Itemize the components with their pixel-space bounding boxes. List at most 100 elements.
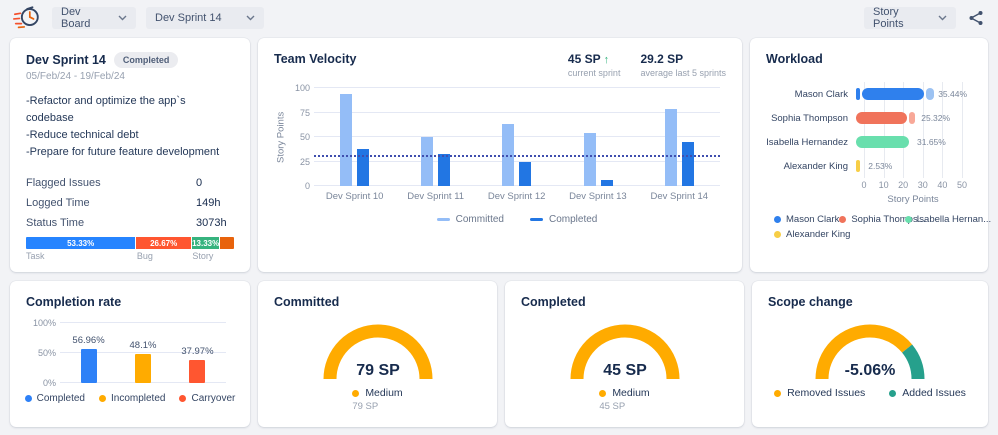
gauge-legend-item[interactable]: Removed Issues [774,387,865,399]
sprint-stat-row: Logged Time 149h [26,197,234,209]
gauge-legend-item[interactable]: Added Issues [889,387,966,399]
sprint-stat-value: 3073h [196,217,227,229]
completion-legend-item[interactable]: Completed [24,393,85,404]
velocity-plot: 0 25 50 75 100 [295,83,720,191]
workload-x-tick: 20 [898,180,909,190]
velocity-x-tick: Dev Sprint 12 [487,191,546,202]
workload-x-axis-label: Story Points [887,194,939,205]
velocity-x-tick: Dev Sprint 13 [569,191,627,202]
gauge-legend-row: Medium 45 SP [599,387,650,412]
completion-y-tick: 100% [32,318,56,328]
velocity-legend-item[interactable]: Completed [530,214,597,225]
gauge-segment [815,324,925,380]
gauge-legend-label: Medium [612,387,650,399]
velocity-x-tick: Dev Sprint 14 [650,191,709,202]
workload-gridline [942,82,944,178]
workload-legend-item[interactable]: Isabella Hernan... [904,214,991,225]
velocity-bar-completed [519,161,532,186]
scope-change-legend: Removed Issues Added Issues [768,387,972,399]
completion-bar [189,360,206,383]
sprint-stat-row: Flagged Issues 0 [26,177,234,189]
workload-x-tick: 10 [878,180,889,190]
velocity-bar-committed [421,137,434,186]
gauge-legend-main: Medium [352,387,403,399]
velocity-x-axis-labels: Dev Sprint 10 Dev Sprint 11 Dev Sprint 12 D… [314,191,720,202]
completion-bar-column: 48.1% [130,307,156,383]
issue-type-segment: 26.67% [136,237,192,249]
gauge-center-value: 79 SP [356,362,400,379]
completion-bars: 56.96% 48.1% 37.97% [60,307,226,383]
gauge-legend-row: Removed Issues Added Issues [774,387,966,399]
velocity-gridline [314,185,720,186]
velocity-gridline [314,87,720,88]
sprint-goal-line: -Prepare for future feature development [26,146,220,158]
workload-assignee-name: Sophia Thompson [771,112,848,124]
workload-assignee-name: Isabella Hernandez [766,136,848,148]
scope-change-title: Scope change [768,295,853,309]
sprint-date-range: 05/Feb/24 - 19/Feb/24 [26,71,125,82]
velocity-y-tick: 25 [299,156,310,167]
velocity-bar-completed [357,148,370,186]
velocity-bar-committed [340,93,353,186]
issue-type-distribution-labels: Task Bug Story [26,251,234,263]
sprint-dropdown[interactable]: Dev Sprint 14 [146,7,264,29]
gauge-legend-label: Medium [365,387,403,399]
sprint-goal-line: -Refactor and optimize the app`s codebas… [26,95,186,124]
share-button[interactable] [966,8,986,28]
workload-gridlines [864,82,963,178]
workload-chart: Mason Clark 35.44% Sophia Thompson 25.32% Is… [766,82,972,178]
velocity-gridline [314,160,720,162]
velocity-gridline [314,111,720,113]
legend-dot-icon [179,395,187,402]
chevron-down-icon [938,15,947,21]
workload-gridline [922,82,924,178]
average-value: 29.2 SP [640,52,684,66]
workload-bar-segments [856,160,962,172]
workload-x-tick: 30 [917,180,928,190]
board-dropdown[interactable]: Dev Board [52,6,136,30]
workload-percentage-label: 2.53% [868,161,893,171]
velocity-legend-label: Committed [455,214,504,225]
workload-bar-segment [908,112,916,124]
velocity-bars [314,88,720,186]
completed-legend: Medium 45 SP [521,387,728,412]
velocity-bar-completed [438,153,451,186]
gauge-legend-item[interactable]: Medium 79 SP [352,387,403,412]
scope-change-gauge-card: Scope change -5.06% Removed Issues Added … [752,281,988,427]
completion-bar-column: 56.96% [72,307,105,383]
committed-gauge: 79 SP [274,313,481,383]
completion-legend-item[interactable]: Carryover [179,393,235,404]
velocity-legend-item[interactable]: Committed [436,214,504,225]
workload-legend-item[interactable]: Mason Clark [774,214,839,225]
gauge-segment [570,324,679,380]
sprint-stats: Flagged Issues 0 Logged Time 149h Status Tim… [26,177,234,229]
legend-dash-icon [530,218,543,221]
workload-legend-label: Alexander King [786,229,851,240]
velocity-y-tick: 100 [294,83,310,93]
topbar-right: Story Points [864,6,986,30]
workload-assignee-name: Alexander King [783,160,848,172]
gauge-legend-main: Removed Issues [774,387,865,399]
workload-legend-label: Mason Clark [786,214,840,225]
issue-type-distribution-bar: 53.33% 26.67% 13.33% [26,237,234,249]
completion-y-tick: 0% [42,378,56,388]
completion-bar-column: 37.97% [181,307,214,383]
sprint-stat-value: 0 [196,177,203,189]
workload-bar-segment [856,88,861,100]
unit-dropdown[interactable]: Story Points [864,6,956,30]
velocity-x-tick: Dev Sprint 10 [325,191,384,202]
sprint-stat-label: Logged Time [26,197,90,209]
topbar: Dev Board Dev Sprint 14 Story Points [0,0,998,36]
workload-bar-segment [856,160,861,172]
completion-legend-item[interactable]: Incompleted [98,393,165,404]
completion-rate-plot: 0% 50% 100% 56.96% 48.1% 37.97% [33,318,226,388]
workload-legend-item[interactable]: Alexander King [774,229,850,240]
velocity-bar-group [583,88,613,186]
legend-dot-icon [889,389,897,397]
velocity-bar-group [340,88,370,186]
gauge-legend-item[interactable]: Medium 45 SP [599,387,650,412]
completed-title: Completed [521,295,586,309]
sprint-stat-row: Status Time 3073h [26,217,234,229]
workload-legend-item[interactable]: Sophia Thomps... [839,214,926,225]
velocity-bar-committed [664,108,677,186]
